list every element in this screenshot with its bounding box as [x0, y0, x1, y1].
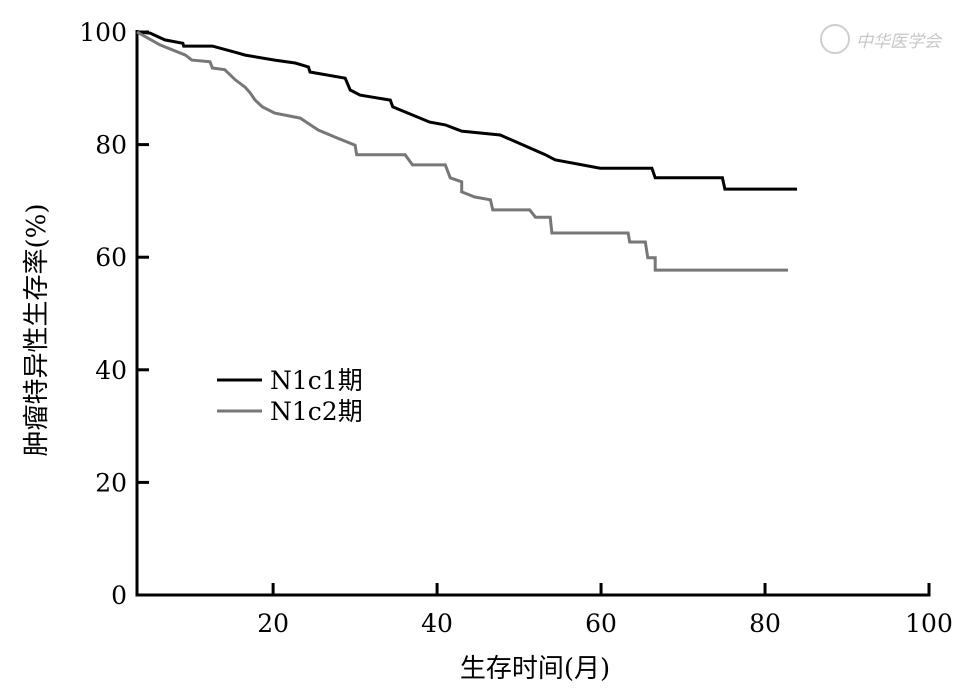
- x-tick-label: 80: [749, 609, 781, 638]
- legend-label-1: N1c1期: [270, 366, 363, 395]
- seal-icon: [820, 24, 850, 54]
- y-tick-label: 40: [95, 356, 127, 385]
- x-tick-label: 20: [257, 609, 289, 638]
- watermark-text: 中华医学会: [856, 31, 941, 52]
- x-tick-label: 40: [421, 609, 453, 638]
- y-axis-label: 肿瘤特异性生存率(%): [22, 204, 52, 457]
- x-tick-label: 100: [905, 609, 953, 638]
- y-tick-label: 100: [79, 18, 127, 47]
- legend-label-2: N1c2期: [270, 397, 363, 426]
- y-tick-label: 20: [95, 468, 127, 497]
- x-tick-label: 60: [585, 609, 617, 638]
- y-tick-label: 80: [95, 131, 127, 160]
- y-tick-label: 60: [95, 243, 127, 272]
- series-line-1: [136, 30, 797, 191]
- x-axis-label: 生存时间(月): [460, 654, 610, 684]
- watermark-logo: 中华医学会: [820, 24, 941, 54]
- y-tick-label: 0: [111, 581, 127, 610]
- series-line-2: [136, 30, 788, 272]
